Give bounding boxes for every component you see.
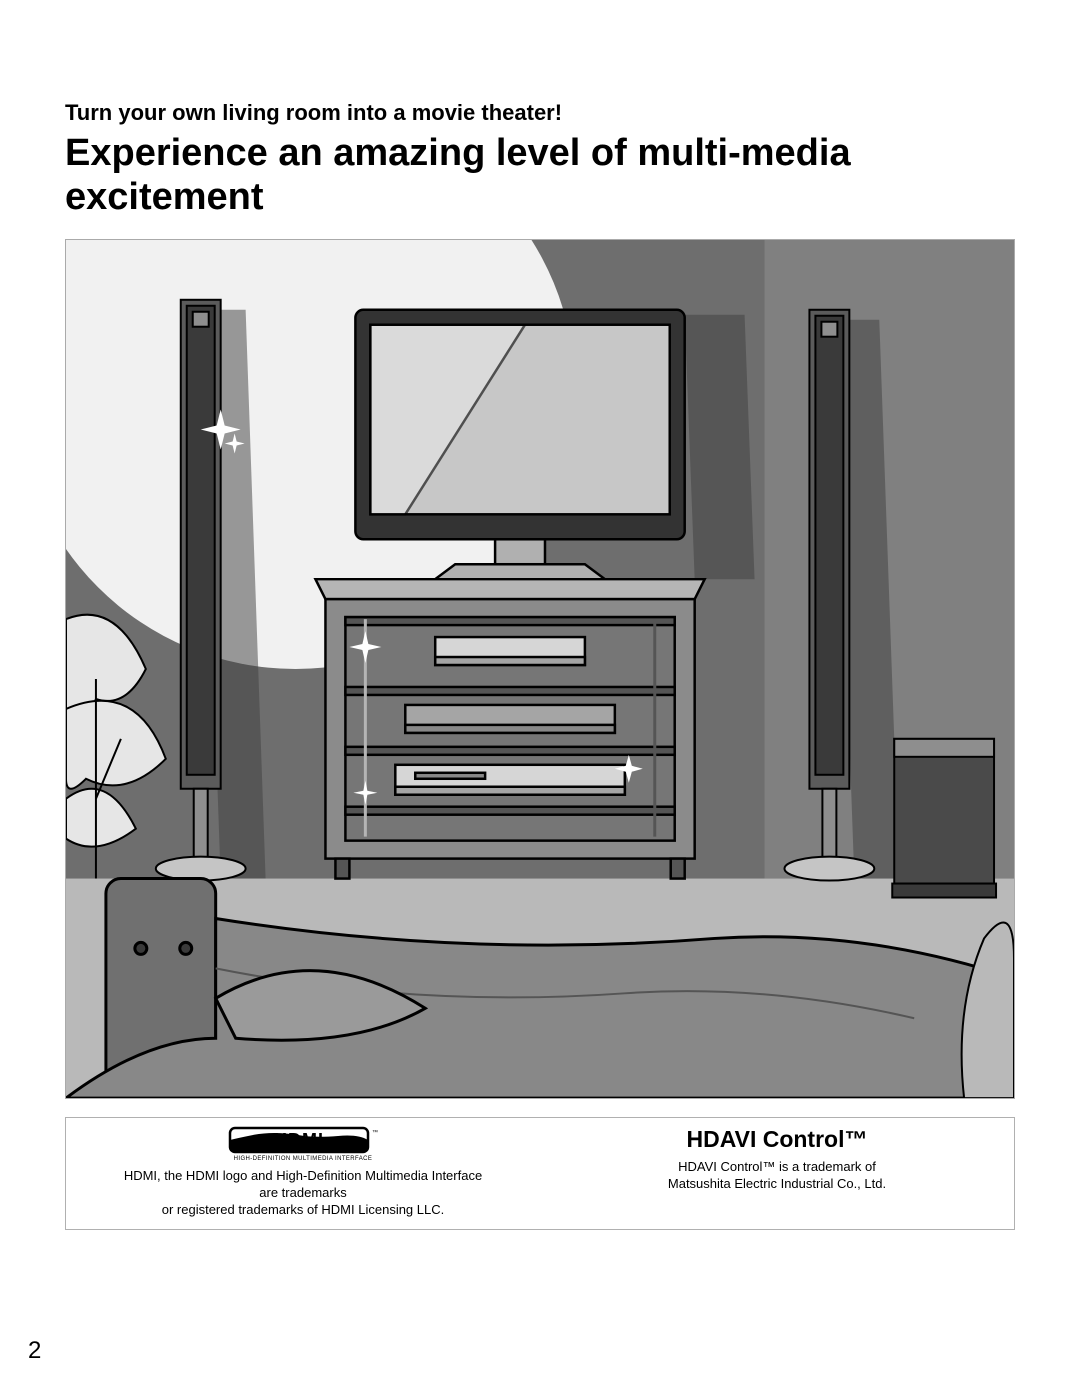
hdavi-title: HDAVI Control™ (552, 1126, 1002, 1153)
svg-text:HDMI: HDMI (274, 1130, 324, 1150)
subtitle: Turn your own living room into a movie t… (65, 100, 1015, 126)
living-room-illustration (65, 239, 1015, 1099)
hdmi-logo-icon: HDMI ™ (228, 1126, 378, 1156)
footer-trademark-box: HDMI ™ HIGH-DEFINITION MULTIMEDIA INTERF… (65, 1117, 1015, 1229)
headline: Experience an amazing level of multi-med… (65, 132, 1015, 219)
hdmi-line3: or registered trademarks of HDMI Licensi… (78, 1202, 528, 1219)
svg-text:™: ™ (372, 1129, 378, 1136)
page-number: 2 (28, 1337, 41, 1365)
hdavi-line2: Matsushita Electric Industrial Co., Ltd. (552, 1176, 1002, 1193)
footer-hdavi-col: HDAVI Control™ HDAVI Control™ is a trade… (540, 1126, 1014, 1218)
hdmi-line2: are trademarks (78, 1185, 528, 1202)
hdmi-logo-subtext: HIGH-DEFINITION MULTIMEDIA INTERFACE (78, 1156, 528, 1164)
footer-hdmi-col: HDMI ™ HIGH-DEFINITION MULTIMEDIA INTERF… (66, 1126, 540, 1218)
hdavi-line1: HDAVI Control™ is a trademark of (552, 1159, 1002, 1176)
hdmi-line1: HDMI, the HDMI logo and High-Definition … (78, 1168, 528, 1185)
